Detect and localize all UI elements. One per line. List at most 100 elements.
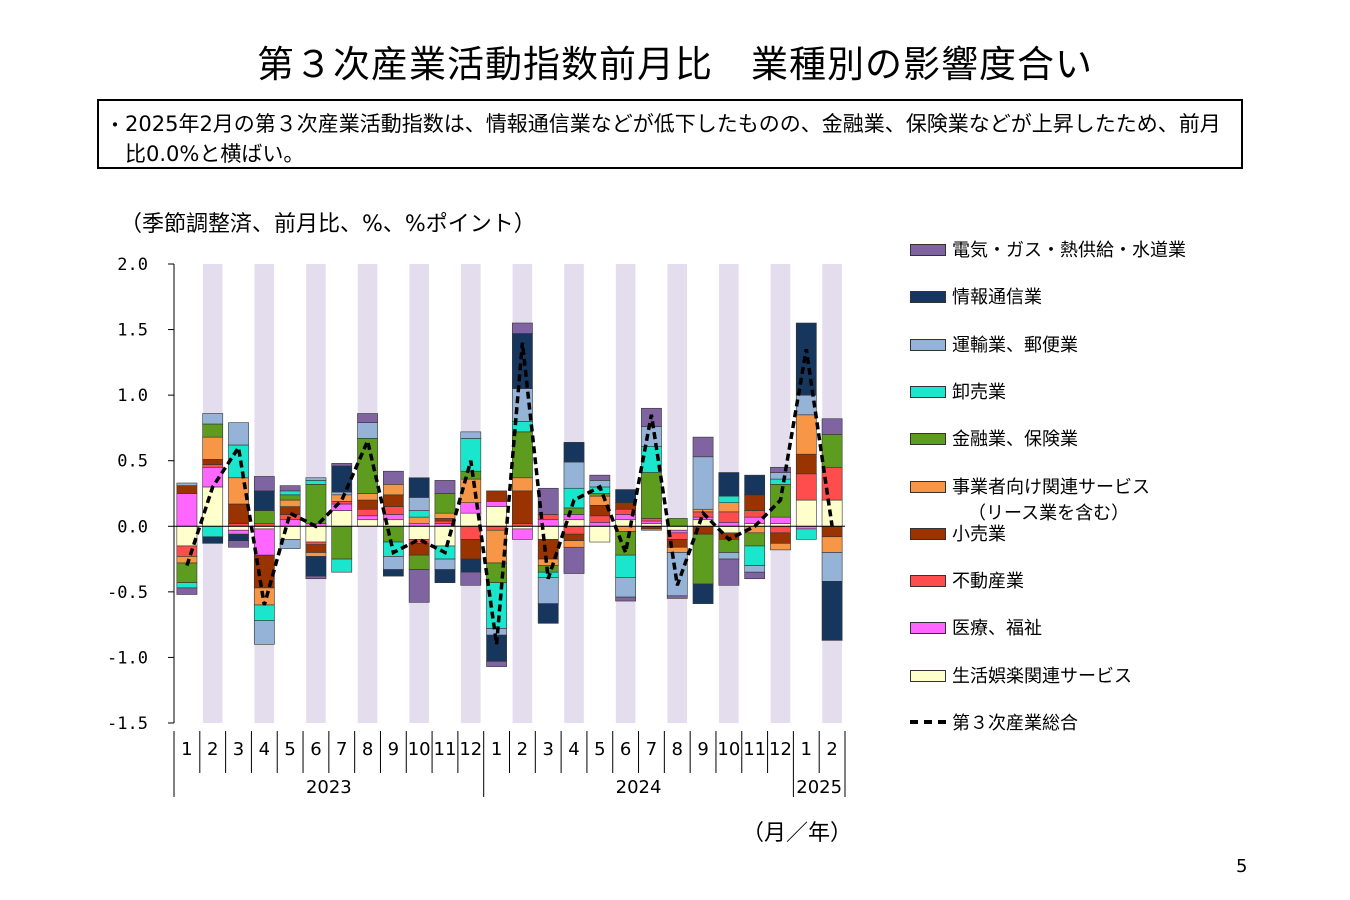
x-tick-label: 9 bbox=[697, 739, 708, 760]
legend-swatch bbox=[910, 433, 946, 446]
legend-label: 事業者向け関連サービス bbox=[952, 476, 1150, 498]
bar-segment bbox=[563, 442, 585, 463]
bar-segment bbox=[718, 511, 740, 523]
bar-segment bbox=[357, 493, 378, 501]
bar-segment bbox=[460, 571, 482, 586]
bar-segment bbox=[253, 604, 275, 622]
legend-swatch bbox=[910, 575, 946, 588]
legend-label: 情報通信業 bbox=[952, 287, 1042, 309]
legend-swatch bbox=[910, 244, 946, 256]
bar-segment bbox=[563, 514, 585, 521]
bar-segment bbox=[512, 322, 533, 334]
bar-segment bbox=[357, 422, 378, 439]
legend-swatch bbox=[910, 480, 946, 493]
bar-segment bbox=[202, 413, 224, 425]
bar-segment bbox=[253, 490, 275, 511]
bar-segment bbox=[357, 413, 378, 423]
bar-segment bbox=[795, 414, 817, 455]
bar-segment bbox=[795, 473, 817, 501]
bar-segment bbox=[821, 525, 843, 538]
bar-segment bbox=[770, 543, 791, 551]
bar-segment bbox=[641, 520, 662, 524]
bar-segment bbox=[589, 515, 611, 523]
x-tick-label: 12 bbox=[459, 739, 482, 760]
bar-segment bbox=[486, 529, 507, 564]
x-tick-label: 1 bbox=[491, 739, 502, 760]
bar-segment bbox=[563, 533, 585, 542]
bar-segment bbox=[563, 461, 585, 489]
x-tick-label: 10 bbox=[408, 739, 431, 760]
bar-segment bbox=[253, 528, 275, 556]
bar-segment bbox=[795, 528, 817, 540]
bar-segment bbox=[512, 477, 533, 492]
legend-label: 生活娯楽関連サービス bbox=[952, 665, 1132, 687]
bar-segment bbox=[279, 490, 301, 496]
bar-segment bbox=[279, 506, 301, 515]
bar-segment bbox=[383, 494, 404, 507]
bar-segment bbox=[331, 525, 353, 560]
legend-label: 小売業 bbox=[952, 523, 1006, 545]
bar-segment bbox=[718, 522, 740, 527]
bar-segment bbox=[770, 516, 791, 524]
bar-segment bbox=[434, 493, 456, 514]
legend-swatch bbox=[910, 669, 946, 682]
bar-segment bbox=[331, 558, 353, 573]
x-tick-label: 9 bbox=[388, 739, 399, 760]
bar-segment bbox=[718, 472, 740, 497]
y-tick-label: 1.0 bbox=[117, 386, 148, 406]
legend-label: 医療、福祉 bbox=[952, 618, 1042, 640]
bar-segment bbox=[305, 556, 327, 577]
legend-sublabel: （リース業を含む） bbox=[968, 502, 1130, 524]
bar-segment bbox=[460, 431, 482, 439]
bar-segment bbox=[563, 507, 585, 515]
bar-segment bbox=[641, 518, 662, 522]
y-tick-label: 0.5 bbox=[117, 452, 148, 472]
bar-segment bbox=[563, 540, 585, 548]
bar-segment bbox=[408, 510, 430, 518]
x-tick-label: 11 bbox=[434, 739, 457, 760]
bar-segment bbox=[279, 499, 301, 507]
bar-segment bbox=[589, 525, 611, 543]
bar-segment bbox=[744, 516, 766, 524]
y-tick-label: -1.5 bbox=[107, 714, 148, 734]
bar-segment bbox=[228, 540, 249, 548]
bar-segment bbox=[692, 583, 714, 604]
bar-segment bbox=[641, 472, 662, 519]
bar-segment bbox=[408, 569, 430, 603]
bar-segment bbox=[176, 587, 198, 595]
total-line bbox=[185, 342, 834, 645]
bar-segment bbox=[486, 661, 507, 667]
bar-segment bbox=[434, 512, 456, 519]
bar-segment bbox=[383, 506, 404, 515]
legend-label: 第３次産業総合 bbox=[952, 713, 1078, 734]
x-tick-label: 1 bbox=[181, 739, 192, 760]
bar-segment bbox=[744, 474, 766, 496]
x-tick-label: 5 bbox=[594, 739, 605, 760]
legend-swatch bbox=[910, 622, 946, 635]
bar-segment bbox=[692, 456, 714, 510]
bar-segment bbox=[692, 519, 714, 527]
bar-segment bbox=[512, 431, 533, 479]
bar-segment bbox=[434, 525, 456, 547]
bar-segment bbox=[253, 476, 275, 492]
x-tick-label: 10 bbox=[717, 739, 740, 760]
legend-label: 電気・ガス・熱供給・水道業 bbox=[952, 240, 1186, 261]
bar-segment bbox=[512, 490, 533, 524]
legend-swatch bbox=[910, 291, 946, 304]
bar-segment bbox=[821, 552, 843, 582]
bar-segment bbox=[202, 464, 224, 468]
bar-segment bbox=[202, 525, 224, 538]
bar-segment bbox=[795, 499, 817, 527]
bar-segment bbox=[305, 544, 327, 553]
bar-segment bbox=[383, 556, 404, 570]
x-tick-label: 6 bbox=[620, 739, 631, 760]
bar-segment bbox=[383, 484, 404, 496]
unit-note: （季節調整済、前月比、%、%ポイント） bbox=[120, 212, 536, 237]
bar-segment bbox=[331, 463, 353, 467]
bar-segment bbox=[434, 480, 456, 494]
bar-segment bbox=[615, 577, 636, 598]
bar-segment bbox=[228, 529, 249, 535]
bar-segment bbox=[228, 533, 249, 542]
bar-segment bbox=[305, 477, 327, 481]
bar-segment bbox=[718, 558, 740, 586]
